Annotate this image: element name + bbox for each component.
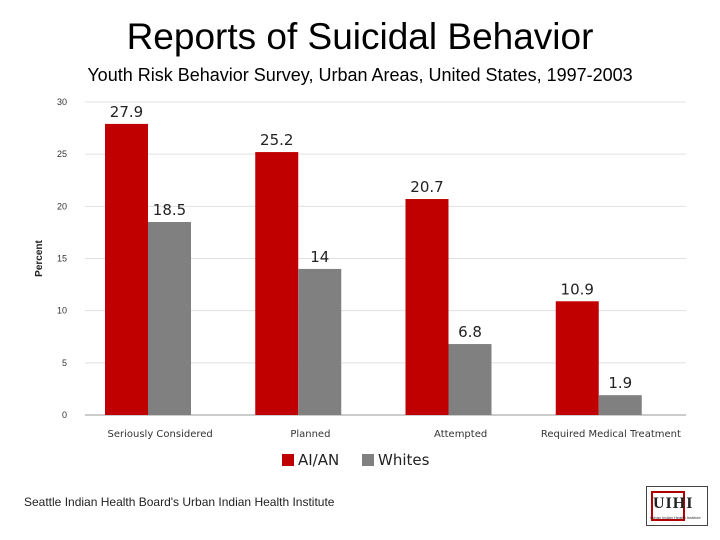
y-tick-label: 25 — [57, 149, 67, 159]
data-label: 25.2 — [260, 131, 293, 149]
y-axis-label: Percent — [34, 239, 45, 276]
y-tick-label: 0 — [62, 410, 67, 420]
legend-label: AI/AN — [298, 451, 339, 469]
legend-swatch — [362, 454, 374, 466]
legend-label: Whites — [378, 451, 430, 469]
data-label: 27.9 — [110, 103, 143, 121]
y-tick-label: 10 — [57, 306, 67, 316]
data-label: 1.9 — [608, 374, 632, 392]
x-tick-label: Planned — [290, 429, 330, 440]
legend-swatch — [282, 454, 294, 466]
x-tick-label: Attempted — [434, 429, 487, 440]
y-tick-label: 30 — [57, 97, 67, 107]
logo-subtext: Urban Indian Health Institute — [650, 515, 701, 520]
bar-chart: 0 5 10 15 20 25 30 Percent 27.9 18.5 Seriously Con… — [34, 97, 686, 469]
data-label: 6.8 — [458, 323, 482, 341]
y-tick-label: 15 — [57, 254, 67, 264]
data-label: 14 — [310, 248, 329, 266]
bar-whites — [598, 395, 642, 415]
bar-whites — [448, 344, 492, 415]
uihi-logo: UIHI Urban Indian Health Institute — [646, 486, 708, 526]
x-tick-label: Seriously Considered — [108, 429, 213, 440]
data-label: 10.9 — [561, 280, 594, 298]
bar-aian — [405, 199, 449, 415]
bar-aian — [105, 123, 148, 415]
chart-area: 0 5 10 15 20 25 30 Percent 27.9 18.5 Seriously Con… — [18, 90, 696, 482]
logo-text: UIHI — [653, 495, 694, 512]
data-label: 18.5 — [153, 201, 186, 219]
logo-frame: UIHI Urban Indian Health Institute — [646, 486, 708, 526]
data-label: 20.7 — [410, 178, 443, 196]
bar-aian — [255, 152, 299, 415]
logo-mark — [651, 491, 685, 521]
slide-subtitle: Youth Risk Behavior Survey, Urban Areas,… — [87, 65, 633, 85]
slide-title: Reports of Suicidal Behavior — [126, 16, 594, 57]
footer-credit: Seattle Indian Health Board's Urban Indi… — [24, 495, 335, 509]
bar-aian — [555, 301, 599, 415]
bar-whites — [298, 268, 342, 415]
y-tick-label: 20 — [57, 201, 67, 211]
x-tick-label: Required Medical Treatment — [541, 429, 681, 440]
y-tick-label: 5 — [62, 358, 67, 368]
bar-whites — [148, 221, 191, 415]
